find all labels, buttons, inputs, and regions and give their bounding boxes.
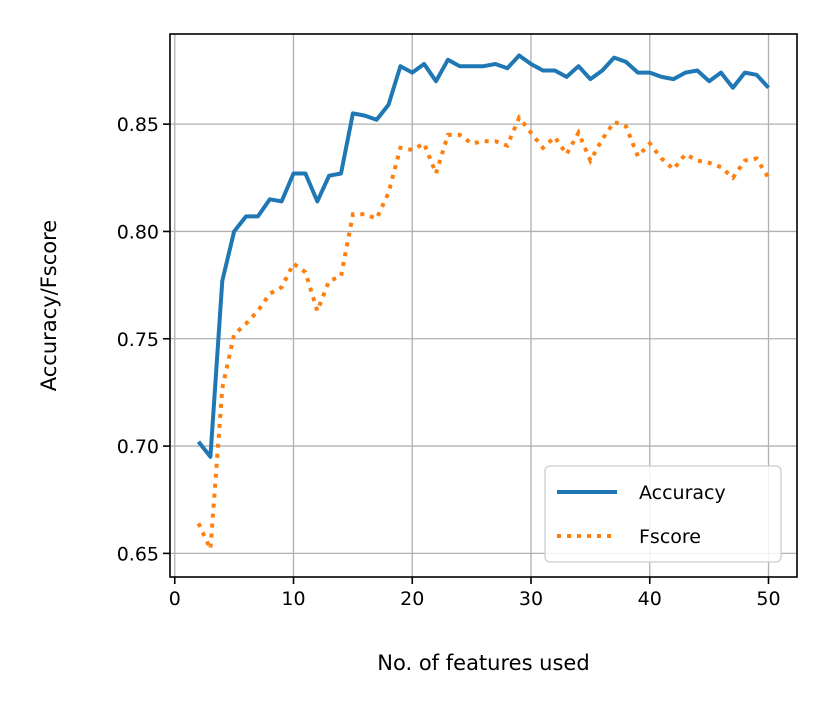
grid [170, 34, 797, 577]
x-tick-label: 40 [638, 588, 662, 610]
series-lines [196, 53, 771, 557]
legend: Accuracy Fscore [544, 465, 782, 563]
y-axis-label: Accuracy/Fscore [37, 220, 61, 391]
series-line-accuracy [196, 53, 770, 459]
x-tick-label: 0 [169, 588, 181, 610]
legend-label-fscore: Fscore [639, 526, 701, 548]
x-axis-label: No. of features used [377, 651, 589, 675]
y-tick-label: 0.70 [117, 436, 159, 458]
y-tick-label: 0.75 [117, 329, 159, 351]
x-tick-label: 30 [519, 588, 543, 610]
axis-ticks: 0 10 20 30 40 50 0.65 0.70 0.75 0.80 0.85 [117, 114, 781, 610]
y-tick-label: 0.65 [117, 543, 159, 565]
y-tick-label: 0.80 [117, 221, 159, 243]
x-tick-label: 20 [400, 588, 424, 610]
plot-frame [169, 33, 798, 578]
y-tick-label: 0.85 [117, 114, 159, 136]
legend-label-accuracy: Accuracy [639, 482, 726, 504]
x-tick-label: 10 [281, 588, 305, 610]
x-tick-label: 50 [756, 588, 780, 610]
